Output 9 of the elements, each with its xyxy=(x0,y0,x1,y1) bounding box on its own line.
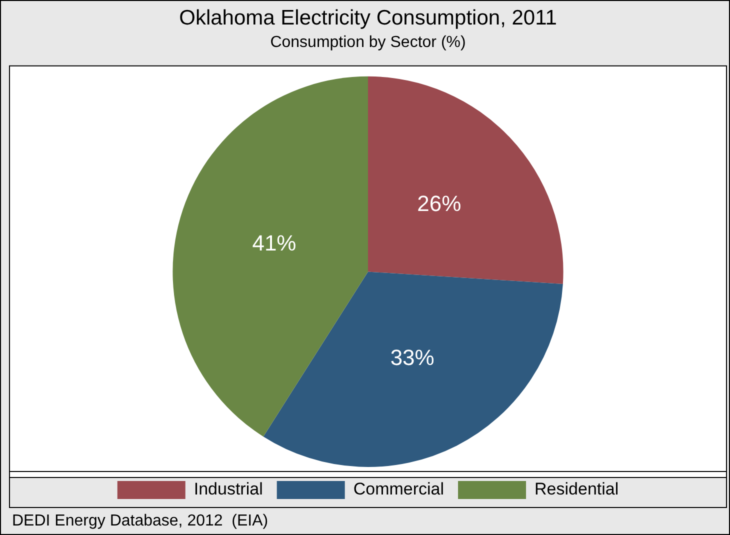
text: DEDI Energy Database, 2012 (EIA) xyxy=(12,512,268,530)
chart-subtitle: Consumption by Sector (%) xyxy=(270,34,466,52)
legend-label: Commercial xyxy=(353,480,444,499)
data-label: 41% xyxy=(252,230,296,256)
legend-label: Industrial xyxy=(194,480,263,499)
data-label: 26% xyxy=(417,190,462,216)
legend-label: Residential xyxy=(534,480,619,499)
data-label: 33% xyxy=(390,344,434,370)
chart-title: Oklahoma Electricity Consumption, 2011 xyxy=(179,6,557,30)
